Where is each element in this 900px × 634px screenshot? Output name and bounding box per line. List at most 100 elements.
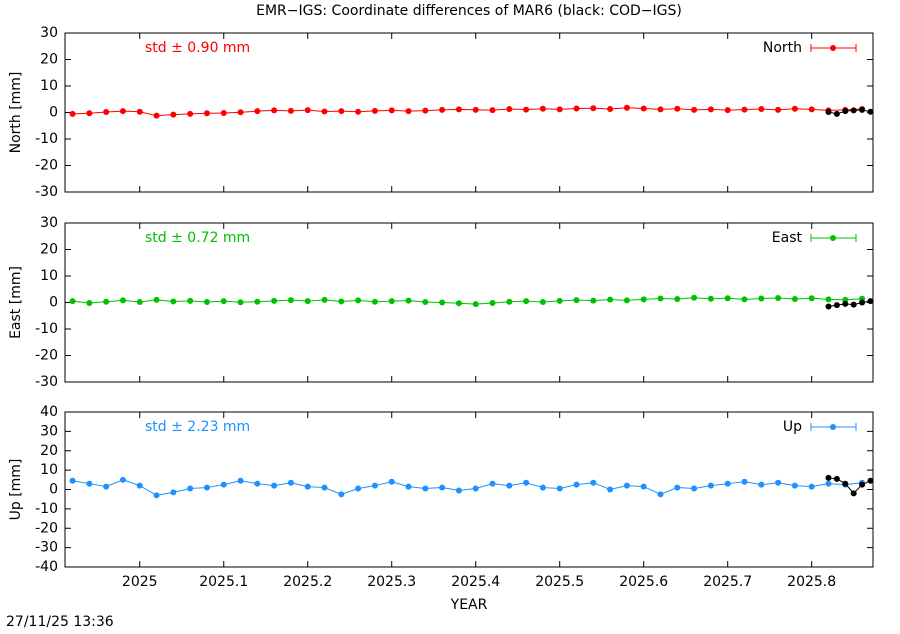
data-point bbox=[287, 297, 294, 304]
data-point bbox=[607, 486, 614, 493]
data-point bbox=[573, 105, 580, 112]
data-point bbox=[220, 481, 227, 488]
data-point bbox=[842, 300, 849, 307]
y-tick-label: -30 bbox=[35, 374, 58, 390]
data-point bbox=[842, 480, 849, 487]
data-point bbox=[556, 297, 563, 304]
data-point bbox=[573, 481, 580, 488]
data-point bbox=[86, 480, 93, 487]
x-tick-label: 2025.7 bbox=[703, 574, 752, 590]
x-tick-label: 2025.1 bbox=[199, 574, 248, 590]
plot-frame bbox=[64, 222, 874, 383]
data-point bbox=[724, 107, 731, 114]
data-point bbox=[254, 480, 261, 487]
data-point bbox=[153, 296, 160, 303]
y-tick-label: 20 bbox=[40, 52, 58, 68]
data-point bbox=[103, 298, 110, 305]
x-tick-label: 2025.5 bbox=[535, 574, 584, 590]
data-point bbox=[506, 482, 513, 489]
data-point bbox=[405, 108, 412, 115]
data-point bbox=[859, 299, 866, 306]
data-point bbox=[287, 107, 294, 114]
y-tick-label: -30 bbox=[35, 540, 58, 556]
data-point bbox=[741, 296, 748, 303]
data-point bbox=[321, 108, 328, 115]
data-point bbox=[271, 297, 278, 304]
data-point bbox=[489, 300, 496, 307]
x-tick-label: 2025.4 bbox=[451, 574, 500, 590]
data-point bbox=[640, 105, 647, 112]
data-point bbox=[136, 482, 143, 489]
data-point bbox=[707, 482, 714, 489]
data-point bbox=[338, 491, 345, 498]
data-point bbox=[388, 107, 395, 114]
y-tick-label: 20 bbox=[40, 242, 58, 258]
data-point bbox=[220, 110, 227, 117]
y-axis-label: Up [mm] bbox=[8, 459, 24, 521]
y-tick-label: -10 bbox=[35, 321, 58, 337]
data-point bbox=[791, 105, 798, 112]
data-point bbox=[187, 110, 194, 117]
data-point bbox=[741, 478, 748, 485]
data-point bbox=[539, 105, 546, 112]
legend-label: East bbox=[772, 230, 803, 246]
y-tick-label: 10 bbox=[40, 78, 58, 94]
data-point bbox=[867, 477, 874, 484]
data-point bbox=[489, 480, 496, 487]
data-point bbox=[623, 104, 630, 111]
data-point bbox=[791, 482, 798, 489]
data-point bbox=[119, 108, 126, 115]
data-point bbox=[657, 295, 664, 302]
data-point bbox=[304, 107, 311, 114]
data-point bbox=[439, 106, 446, 113]
data-point bbox=[271, 482, 278, 489]
data-point bbox=[170, 111, 177, 118]
data-point bbox=[170, 489, 177, 496]
x-tick-label: 2025.8 bbox=[787, 574, 836, 590]
data-point bbox=[355, 485, 362, 492]
data-point bbox=[371, 482, 378, 489]
data-point bbox=[321, 484, 328, 491]
data-point bbox=[439, 484, 446, 491]
data-point bbox=[674, 105, 681, 112]
x-axis-label: YEAR bbox=[450, 597, 488, 613]
data-point bbox=[422, 485, 429, 492]
data-point bbox=[69, 110, 76, 117]
data-point bbox=[136, 298, 143, 305]
y-tick-label: 10 bbox=[40, 462, 58, 478]
data-point bbox=[825, 108, 832, 115]
data-point bbox=[439, 299, 446, 306]
data-point bbox=[119, 297, 126, 304]
data-point bbox=[220, 298, 227, 305]
annotation: std ± 0.90 mm bbox=[145, 40, 250, 56]
y-tick-label: 30 bbox=[40, 215, 58, 231]
data-point bbox=[455, 300, 462, 307]
y-tick-label: 30 bbox=[40, 25, 58, 41]
data-point bbox=[842, 108, 849, 115]
data-point bbox=[355, 297, 362, 304]
data-point bbox=[850, 301, 857, 308]
figure-title: EMR−IGS: Coordinate differences of MAR6 … bbox=[256, 3, 682, 19]
data-point bbox=[859, 481, 866, 488]
data-point bbox=[506, 106, 513, 113]
y-tick-label: -30 bbox=[35, 184, 58, 200]
data-point bbox=[640, 296, 647, 303]
data-point bbox=[455, 487, 462, 494]
data-point bbox=[237, 109, 244, 116]
data-point bbox=[833, 475, 840, 482]
data-point bbox=[86, 110, 93, 117]
data-point bbox=[103, 483, 110, 490]
data-point bbox=[850, 107, 857, 114]
data-point bbox=[707, 106, 714, 113]
data-point bbox=[607, 296, 614, 303]
data-point bbox=[69, 298, 76, 305]
data-point bbox=[867, 298, 874, 305]
data-point bbox=[523, 106, 530, 113]
data-point bbox=[355, 108, 362, 115]
data-point bbox=[590, 479, 597, 486]
data-point bbox=[472, 106, 479, 113]
data-point bbox=[103, 108, 110, 115]
data-point bbox=[187, 297, 194, 304]
data-point bbox=[153, 492, 160, 499]
